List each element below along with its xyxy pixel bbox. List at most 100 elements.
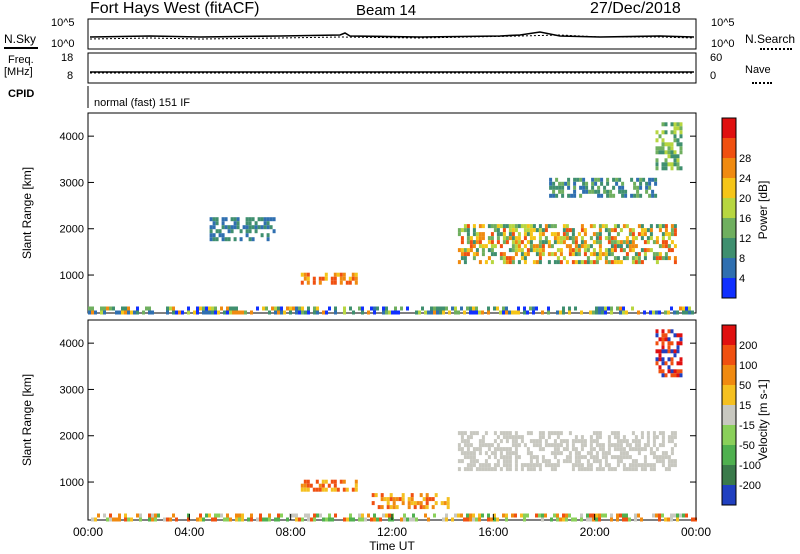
velocity-cell <box>386 497 390 502</box>
power-cell <box>571 228 575 233</box>
power-cell <box>568 252 572 257</box>
velocity-cell <box>333 483 337 488</box>
velocity-colorbar-swatch <box>722 405 736 425</box>
velocity-cell <box>598 431 602 436</box>
power-cell <box>532 236 536 241</box>
power-cell <box>436 306 439 311</box>
velocity-cell <box>307 517 310 522</box>
velocity-cell <box>419 501 423 506</box>
power-cell <box>636 177 640 182</box>
power-cell <box>220 306 223 311</box>
power-cell <box>475 252 479 257</box>
power-cell <box>649 224 653 229</box>
power-cell <box>598 310 601 315</box>
power-cell <box>549 193 553 198</box>
power-cell <box>514 310 517 315</box>
power-cell <box>330 280 334 285</box>
power-cell <box>520 248 524 253</box>
power-cell <box>564 181 568 186</box>
velocity-cell <box>646 435 650 440</box>
power-cell <box>321 276 325 281</box>
power-cell <box>580 240 584 245</box>
velocity-cell <box>640 467 644 472</box>
velocity-cell <box>652 439 656 444</box>
power-cell <box>463 252 467 257</box>
power-cell <box>514 228 518 233</box>
power-cell <box>597 177 601 182</box>
power-cell <box>511 228 515 233</box>
velocity-cell <box>514 431 518 436</box>
power-cell <box>586 244 590 249</box>
power-cell <box>607 252 611 257</box>
velocity-cell <box>649 451 653 456</box>
velocity-cell <box>463 455 467 460</box>
velocity-cell <box>574 439 578 444</box>
power-cell <box>648 177 652 182</box>
velocity-colorbar-swatch <box>722 325 736 345</box>
power-cell <box>568 228 572 233</box>
velocity-cell <box>324 479 328 484</box>
velocity-cell <box>517 455 521 460</box>
power-cell <box>607 306 610 311</box>
power-cell <box>655 150 659 155</box>
power-cell <box>598 306 601 311</box>
power-cell <box>547 260 551 265</box>
power-cell <box>544 228 548 233</box>
velocity-cell <box>622 463 626 468</box>
power-cell <box>502 236 506 241</box>
power-cell <box>658 310 661 315</box>
power-cell <box>655 130 659 135</box>
power-colorbar-tick: 28 <box>739 153 751 165</box>
velocity-cell <box>481 443 485 448</box>
velocity-cell <box>589 517 592 522</box>
velocity-cell <box>670 431 674 436</box>
velocity-cell <box>199 513 202 518</box>
velocity-cell <box>622 467 626 472</box>
power-cell <box>561 181 565 186</box>
power-cell <box>628 244 632 249</box>
nsearch-label: N.Search <box>745 32 796 46</box>
velocity-cell <box>613 455 617 460</box>
power-cell <box>394 310 397 315</box>
power-cell <box>592 224 596 229</box>
power-cell <box>670 166 674 171</box>
power-cell <box>613 240 617 245</box>
velocity-cell <box>124 513 127 518</box>
velocity-cell <box>463 451 467 456</box>
power-cell <box>556 256 560 261</box>
power-cell <box>517 240 521 245</box>
power-cell <box>517 244 521 249</box>
velocity-cell <box>553 439 557 444</box>
power-cell <box>502 260 506 265</box>
power-cell <box>595 256 599 261</box>
velocity-cell <box>380 505 384 510</box>
power-cell <box>574 260 578 265</box>
power-cell <box>330 276 334 281</box>
power-cell <box>541 310 544 315</box>
power-cell <box>103 310 106 315</box>
nsky-trace <box>89 31 695 38</box>
power-colorbar-tick: 20 <box>739 193 751 205</box>
velocity-cell <box>613 443 617 448</box>
power-cell <box>616 256 620 261</box>
velocity-cell <box>529 431 533 436</box>
power-cell <box>541 248 545 253</box>
power-cell <box>466 252 470 257</box>
power-cell <box>205 306 208 311</box>
velocity-cell <box>205 513 208 518</box>
velocity-cell <box>412 517 415 522</box>
power-cell <box>649 236 653 241</box>
power-cell <box>538 224 542 229</box>
velocity-cell <box>655 329 659 334</box>
power-cell <box>499 310 502 315</box>
power-cell <box>487 224 491 229</box>
velocity-cell <box>565 513 568 518</box>
power-cell <box>559 236 563 241</box>
power-cell <box>541 252 545 257</box>
power-cell <box>634 260 638 265</box>
velocity-cell <box>622 451 626 456</box>
power-cell <box>221 225 225 230</box>
power-cell <box>594 181 598 186</box>
velocity-cell <box>658 455 662 460</box>
velocity-cell <box>568 451 572 456</box>
